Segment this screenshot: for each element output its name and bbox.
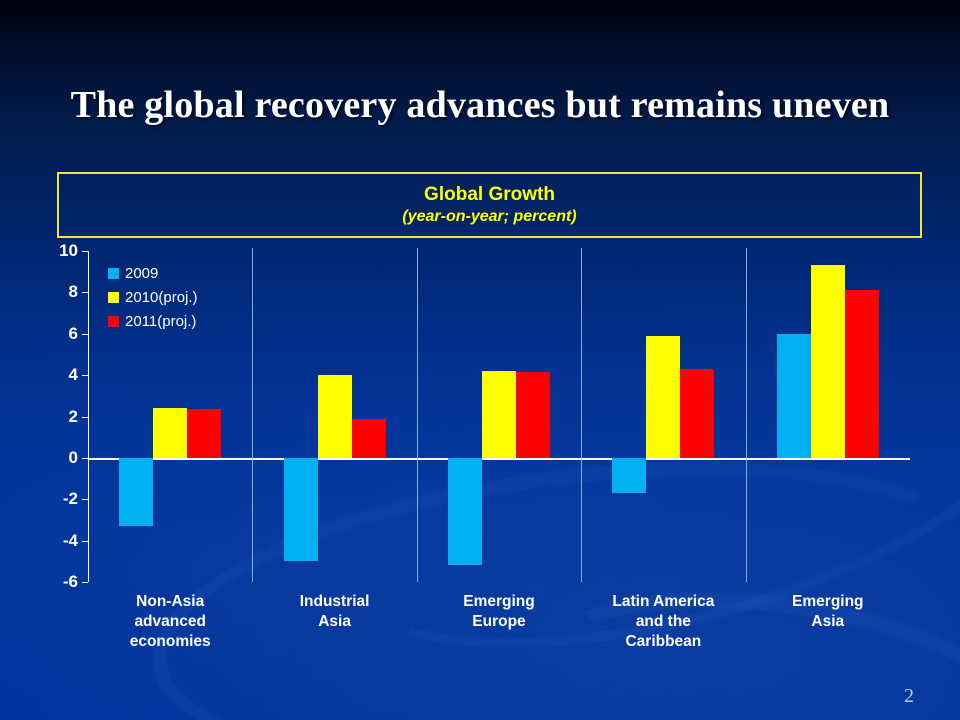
y-axis-line (88, 251, 89, 582)
category-axis-labels: Non-Asia advanced economies Industrial Asia E… (88, 592, 910, 682)
legend-label: 2011(proj.) (125, 312, 197, 330)
category-label-line: economies (129, 633, 211, 650)
y-axis-label: -4 (62, 530, 78, 550)
bar-2011proj-3 (516, 372, 550, 458)
category-separator (416, 248, 418, 582)
y-axis-label: 8 (68, 282, 78, 302)
bar-2010proj-3 (482, 370, 516, 458)
category-label-line: Non-Asia (136, 593, 205, 610)
category-label: Latin America and the Caribbean (581, 592, 745, 652)
bar-2009-4 (612, 457, 647, 494)
page-number: 2 (904, 685, 914, 707)
y-axis-tick (82, 540, 88, 542)
category-label-line: and the (635, 613, 691, 630)
category-label-line: Asia (318, 613, 351, 630)
y-axis-tick (82, 375, 88, 377)
bar-2011proj-5 (844, 290, 879, 458)
category-label-line: Asia (811, 613, 845, 630)
legend-swatch-icon (108, 291, 119, 303)
chart-subtitle: (year-on-year; percent) (402, 207, 577, 225)
bar-2011proj-2 (351, 418, 386, 458)
y-axis-tick (82, 499, 88, 501)
category-separator (252, 248, 254, 582)
legend-item: 2011(proj.) (108, 309, 248, 333)
category-label: Industrial Asia (252, 592, 416, 632)
legend-swatch-icon (108, 267, 119, 279)
y-axis-tick (82, 416, 88, 418)
category-label-line: Europe (472, 613, 526, 630)
chart-plot-area: 10 8 6 4 2 0 -2 -4 -6 (59, 241, 910, 591)
y-axis-label: -2 (62, 489, 78, 509)
y-axis-tick (82, 333, 88, 335)
y-axis-label: 6 (68, 323, 78, 343)
y-axis-label: 10 (59, 241, 78, 260)
y-axis-label: -6 (62, 572, 78, 591)
y-axis-label: 0 (68, 447, 78, 467)
legend-label: 2009 (125, 264, 159, 282)
category-label-line: Emerging (463, 593, 535, 610)
category-label-line: Emerging (792, 593, 864, 610)
y-axis-tick (82, 292, 88, 294)
category-label-line: Industrial (299, 593, 370, 610)
category-label-line: advanced (134, 613, 206, 630)
category-separator (581, 248, 583, 582)
bar-2010proj-1 (153, 408, 188, 458)
zero-baseline (88, 457, 910, 460)
legend-swatch-icon (108, 315, 119, 327)
category-separator (745, 248, 747, 582)
bar-2010proj-2 (317, 375, 352, 458)
y-axis-tick (82, 251, 88, 252)
bar-2009-3 (448, 457, 482, 566)
y-axis-label: 4 (68, 365, 78, 385)
bar-2010proj-4 (646, 335, 681, 458)
chart-title-box: Global Growth (year-on-year; percent) (57, 172, 922, 238)
bar-2010proj-5 (810, 265, 845, 458)
bar-2009-2 (283, 457, 318, 562)
bar-2011proj-1 (187, 409, 222, 458)
slide-title: The global recovery advances but remains… (70, 84, 890, 126)
category-label-line: Caribbean (625, 633, 702, 650)
category-label: Non-Asia advanced economies (88, 592, 252, 652)
category-label: Emerging Asia (746, 592, 910, 632)
y-axis-tick (82, 457, 88, 459)
legend-label: 2010(proj.) (125, 288, 198, 306)
chart-title: Global Growth (424, 183, 555, 205)
bar-2009-1 (119, 457, 154, 527)
y-axis-tick (82, 582, 88, 583)
chart-legend: 2009 2010(proj.) 2011(proj.) (108, 261, 248, 333)
y-axis-label: 2 (68, 406, 78, 426)
bar-2011proj-4 (680, 368, 715, 458)
category-label: Emerging Europe (417, 592, 581, 632)
category-label-line: Latin America (612, 593, 715, 610)
bar-2009-5 (776, 333, 811, 458)
legend-item: 2009 (108, 261, 248, 285)
legend-item: 2010(proj.) (108, 285, 248, 309)
